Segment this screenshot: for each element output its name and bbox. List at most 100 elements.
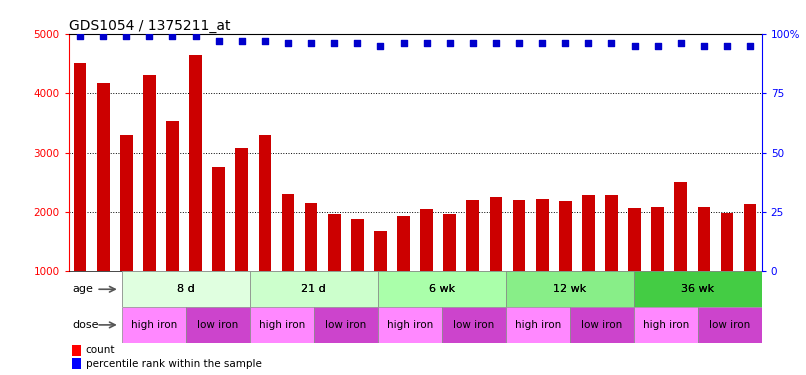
Bar <box>212 168 225 331</box>
Bar <box>697 207 710 331</box>
Bar <box>250 272 378 307</box>
Bar <box>744 204 757 331</box>
Bar <box>443 214 456 331</box>
Point <box>489 40 502 46</box>
Text: 6 wk: 6 wk <box>429 284 455 294</box>
Point <box>651 43 664 49</box>
Text: age: age <box>73 284 93 294</box>
Text: dose: dose <box>73 320 99 330</box>
Bar <box>505 272 634 307</box>
Point <box>281 40 294 46</box>
Bar <box>605 195 618 331</box>
Point <box>582 40 595 46</box>
Bar <box>72 358 81 369</box>
Text: low iron: low iron <box>581 320 622 330</box>
Bar <box>505 272 634 307</box>
Bar <box>559 201 571 331</box>
Point <box>235 38 248 44</box>
Text: 8 d: 8 d <box>177 284 195 294</box>
Bar <box>259 135 272 331</box>
Point <box>73 33 86 39</box>
Bar <box>122 272 250 307</box>
Bar <box>72 345 81 355</box>
Point <box>721 43 733 49</box>
Bar <box>305 202 318 331</box>
Bar <box>634 307 698 343</box>
Bar <box>698 307 762 343</box>
Bar <box>97 83 110 331</box>
Bar <box>186 307 250 343</box>
Bar <box>281 194 294 331</box>
Text: GDS1054 / 1375211_at: GDS1054 / 1375211_at <box>69 19 230 33</box>
Bar <box>505 307 570 343</box>
Text: percentile rank within the sample: percentile rank within the sample <box>85 359 262 369</box>
Bar <box>397 216 410 331</box>
Bar <box>166 121 179 331</box>
Point <box>443 40 456 46</box>
Bar <box>570 307 634 343</box>
Bar <box>582 195 595 331</box>
Text: high iron: high iron <box>259 320 305 330</box>
Bar <box>628 209 641 331</box>
Text: 12 wk: 12 wk <box>553 284 586 294</box>
Text: low iron: low iron <box>325 320 367 330</box>
Bar <box>378 272 505 307</box>
Bar <box>250 307 314 343</box>
Bar <box>513 200 526 331</box>
Bar <box>378 272 505 307</box>
Point <box>536 40 549 46</box>
Bar <box>122 272 250 307</box>
Point <box>351 40 364 46</box>
Point <box>513 40 526 46</box>
Point <box>420 40 433 46</box>
Point <box>697 43 710 49</box>
Text: count: count <box>85 345 115 355</box>
Text: high iron: high iron <box>387 320 433 330</box>
Bar <box>420 209 433 331</box>
Bar <box>143 75 156 331</box>
Bar <box>634 272 762 307</box>
Bar <box>489 197 502 331</box>
Text: low iron: low iron <box>709 320 750 330</box>
Point <box>605 40 618 46</box>
Bar <box>328 214 341 331</box>
Text: low iron: low iron <box>197 320 239 330</box>
Point <box>397 40 410 46</box>
Point <box>628 43 641 49</box>
Point <box>467 40 480 46</box>
Bar <box>189 54 202 331</box>
Text: 6 wk: 6 wk <box>429 284 455 294</box>
Point <box>675 40 688 46</box>
Point <box>328 40 341 46</box>
Bar <box>721 213 733 331</box>
Point <box>259 38 272 44</box>
Bar <box>73 63 86 331</box>
Text: 36 wk: 36 wk <box>681 284 714 294</box>
Bar <box>651 207 664 331</box>
Text: high iron: high iron <box>642 320 689 330</box>
Bar <box>374 231 387 331</box>
Text: 8 d: 8 d <box>177 284 195 294</box>
Bar <box>250 272 378 307</box>
Text: low iron: low iron <box>453 320 494 330</box>
Text: high iron: high iron <box>131 320 177 330</box>
Bar <box>351 219 364 331</box>
Bar <box>120 135 133 331</box>
Bar <box>536 199 549 331</box>
Point <box>212 38 225 44</box>
Bar <box>467 200 480 331</box>
Bar <box>122 307 186 343</box>
Point <box>305 40 318 46</box>
Text: 36 wk: 36 wk <box>681 284 714 294</box>
Bar <box>675 182 688 331</box>
Text: high iron: high iron <box>514 320 561 330</box>
Bar <box>314 307 378 343</box>
Point <box>559 40 571 46</box>
Bar <box>442 307 505 343</box>
Point <box>97 33 110 39</box>
Text: 12 wk: 12 wk <box>553 284 586 294</box>
Point <box>166 33 179 39</box>
Text: 21 d: 21 d <box>301 284 326 294</box>
Point <box>744 43 757 49</box>
Text: 21 d: 21 d <box>301 284 326 294</box>
